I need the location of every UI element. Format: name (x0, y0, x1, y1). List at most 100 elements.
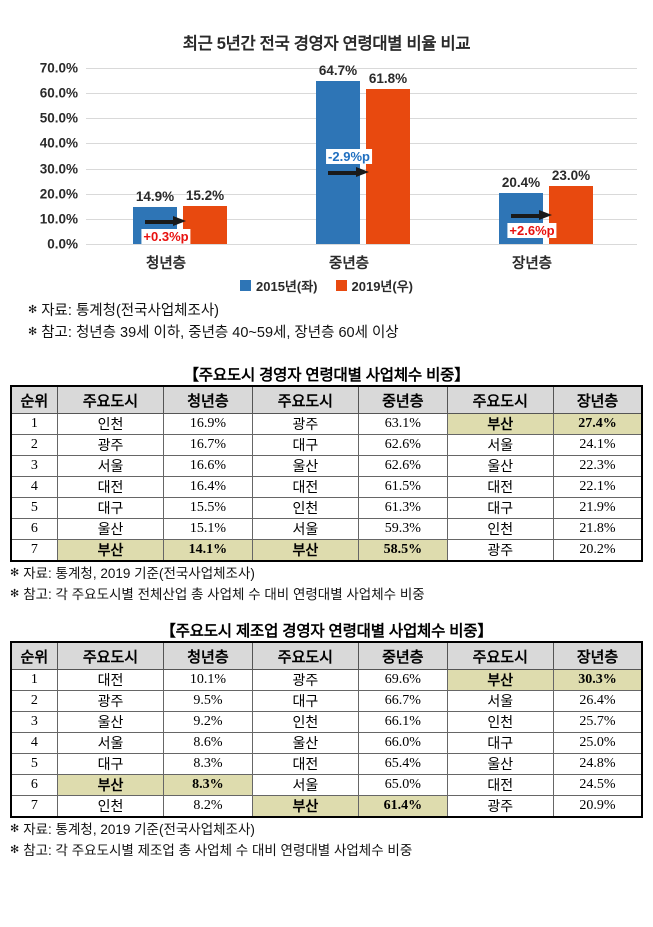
table2-note-reference: ✻ 참고: 각 주요도시별 제조업 총 사업체 수 대비 연령대별 사업체수 비중 (10, 842, 413, 858)
table-cell: 10.1% (163, 669, 253, 692)
table-cell: 대전 (56, 476, 165, 499)
table-cell: 21.8% (553, 518, 643, 541)
table-cell: 서울 (251, 518, 360, 541)
chart-bar-value-label: 64.7% (318, 63, 358, 79)
chart-delta-label: +0.3%p (141, 229, 191, 245)
table-cell: 울산 (56, 518, 165, 541)
table-cell: 광주 (446, 539, 555, 562)
table-cell-rank: 6 (10, 518, 58, 541)
table-row: 2 광주 16.7% 대구 62.6% 서울 24.1% (10, 434, 643, 457)
table-cell: 16.7% (163, 434, 253, 457)
table-cell-rank: 7 (10, 539, 58, 562)
table-cell: 부산 (56, 774, 165, 797)
chart-y-tick-label: 0.0% (47, 236, 78, 252)
table-cell: 58.5% (358, 539, 448, 562)
table-cell: 광주 (446, 795, 555, 818)
chart-gridline: 20.0% (40, 186, 637, 201)
table-column-header: 중년층 (358, 385, 448, 415)
chart-bar-group: 14.9% 15.2% +0.3%p (86, 68, 269, 245)
table-cell: 인천 (56, 413, 165, 436)
table-cell: 65.4% (358, 753, 448, 776)
chart-bar-value-label: 61.8% (368, 70, 408, 86)
bullet-star-icon: ✻ (10, 587, 20, 600)
table-cell-rank: 2 (10, 690, 58, 713)
chart-bar: 61.8% (366, 71, 410, 244)
table-cell: 61.3% (358, 497, 448, 520)
table-column-header: 순위 (10, 641, 58, 671)
chart-y-tick-label: 60.0% (39, 85, 78, 101)
table-cell: 대전 (251, 476, 360, 499)
table-cell: 대전 (251, 753, 360, 776)
table-cell: 대구 (251, 690, 360, 713)
chart-bar-value-label: 23.0% (551, 168, 591, 184)
chart-y-tick-label: 50.0% (39, 110, 78, 126)
table-cell: 26.4% (553, 690, 643, 713)
table-cell: 광주 (251, 413, 360, 436)
table2-title: 【주요도시 제조업 경영자 연령대별 사업체수 비중】 (160, 622, 493, 640)
table-cell: 8.3% (163, 774, 253, 797)
table-cell-rank: 1 (10, 413, 58, 436)
table-cell-rank: 5 (10, 497, 58, 520)
table-cell: 서울 (446, 434, 555, 457)
table1-note-reference: ✻ 참고: 각 주요도시별 전체산업 총 사업체 수 대비 연령대별 사업체수 비… (10, 586, 425, 602)
chart-category-label: 청년층 (145, 256, 187, 272)
chart-bar-value-label: 14.9% (135, 188, 175, 204)
table-cell: 66.0% (358, 732, 448, 755)
table-cell: 인천 (251, 497, 360, 520)
table-cell: 서울 (56, 732, 165, 755)
table-cell: 9.5% (163, 690, 253, 713)
table-cell-rank: 6 (10, 774, 58, 797)
chart-delta-arrow-icon (328, 166, 370, 178)
table-cell: 15.5% (163, 497, 253, 520)
table-cell: 울산 (446, 455, 555, 478)
chart-category-label: 장년층 (511, 256, 553, 272)
table-column-header: 주요도시 (251, 641, 360, 671)
table-cell: 대구 (56, 497, 165, 520)
legend-color-swatch (335, 280, 347, 291)
table2-note-source: ✻ 자료: 통계청, 2019 기준(전국사업체조사) (10, 822, 255, 838)
table2-notes: ✻ 자료: 통계청, 2019 기준(전국사업체조사) ✻ 참고: 각 주요도시별 … (0, 820, 653, 861)
table-cell: 서울 (56, 455, 165, 478)
table-cell: 부산 (251, 795, 360, 818)
table-cell: 65.0% (358, 774, 448, 797)
table-cell: 25.0% (553, 732, 643, 755)
table-row: 1 대전 10.1% 광주 69.6% 부산 30.3% (10, 669, 643, 692)
table-column-header: 청년층 (163, 385, 253, 415)
chart-title: 최근 5년간 전국 경영자 연령대별 비율 비교 (182, 35, 471, 53)
table-row: 7 인천 8.2% 부산 61.4% 광주 20.9% (10, 795, 643, 818)
table-cell: 69.6% (358, 669, 448, 692)
chart-plot-area: 0.0% 10.0% 20.0% 30.0% 40.0% 50.0% 60.0% 70.0% 1… (40, 61, 637, 252)
table-column-header: 장년층 (553, 385, 643, 415)
table-column-header: 주요도시 (446, 385, 555, 415)
table-cell: 61.4% (358, 795, 448, 818)
chart-gridline: 40.0% (40, 136, 637, 151)
table-row: 4 대전 16.4% 대전 61.5% 대전 22.1% (10, 476, 643, 499)
legend-color-swatch (240, 280, 251, 291)
chart-note-source: ✻ 자료: 통계청(전국사업체조사) (28, 303, 220, 319)
chart-category-label: 중년층 (328, 256, 370, 272)
table-column-header: 주요도시 (56, 641, 165, 671)
table-cell: 부산 (446, 669, 555, 692)
bullet-star-icon: ✻ (28, 326, 38, 339)
table-row: 4 서울 8.6% 울산 66.0% 대구 25.0% (10, 732, 643, 755)
legend-label: 2019년(우) (351, 279, 414, 294)
table-cell-rank: 1 (10, 669, 58, 692)
bullet-star-icon: ✻ (10, 843, 20, 856)
table-cell: 대구 (446, 497, 555, 520)
chart-bar-value-label: 20.4% (501, 174, 541, 190)
table-cell: 대전 (56, 669, 165, 692)
table-cell: 20.2% (553, 539, 643, 562)
table-cell: 서울 (251, 774, 360, 797)
chart-gridline: 0.0% (47, 237, 637, 252)
table-cell: 27.4% (553, 413, 643, 436)
chart-bar-group: 64.7% 61.8% -2.9%p (269, 63, 452, 244)
bullet-star-icon: ✻ (10, 823, 20, 836)
table-cell: 인천 (446, 711, 555, 734)
table-cell: 8.3% (163, 753, 253, 776)
table-column-header: 중년층 (358, 641, 448, 671)
table-cell: 15.1% (163, 518, 253, 541)
chart-bar-value-label: 15.2% (185, 187, 225, 203)
bullet-star-icon: ✻ (10, 567, 20, 580)
bullet-star-icon: ✻ (28, 304, 38, 316)
table-cell: 울산 (251, 732, 360, 755)
